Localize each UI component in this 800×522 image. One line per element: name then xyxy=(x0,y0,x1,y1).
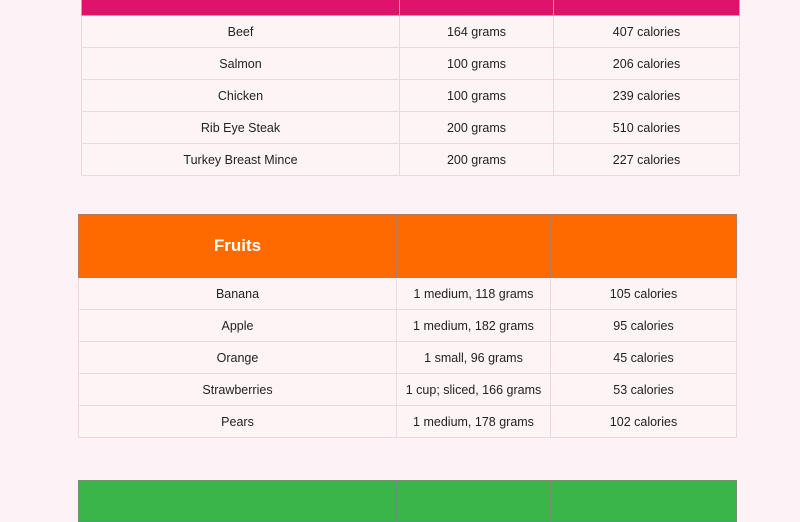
calories-cell: 105 calories xyxy=(550,277,737,310)
table-row: Apple 1 medium, 182 grams 95 calories xyxy=(78,309,737,342)
table-row: Orange 1 small, 96 grams 45 calories xyxy=(78,341,737,374)
serving-cell: 100 grams xyxy=(399,79,554,112)
food-cell: Rib Eye Steak xyxy=(81,111,400,144)
food-cell: Banana xyxy=(78,277,397,310)
calories-cell: 510 calories xyxy=(553,111,740,144)
food-cell: Strawberries xyxy=(78,373,397,406)
food-cell: Chicken xyxy=(81,79,400,112)
serving-cell: 1 cup; sliced, 166 grams xyxy=(396,373,551,406)
calories-cell: 239 calories xyxy=(553,79,740,112)
fruits-calorie-table: Fruits Banana 1 medium, 118 grams 105 ca… xyxy=(78,214,737,438)
fruits-table-header: Fruits xyxy=(78,214,737,278)
food-cell: Salmon xyxy=(81,47,400,80)
table-row: Rib Eye Steak 200 grams 510 calories xyxy=(81,111,740,144)
fruits-header-cell-serving xyxy=(396,214,551,278)
table-row: Strawberries 1 cup; sliced, 166 grams 53… xyxy=(78,373,737,406)
next-calorie-table xyxy=(78,480,737,522)
food-cell: Apple xyxy=(78,309,397,342)
serving-cell: 200 grams xyxy=(399,143,554,176)
calories-cell: 407 calories xyxy=(553,15,740,48)
serving-cell: 200 grams xyxy=(399,111,554,144)
calories-cell: 206 calories xyxy=(553,47,740,80)
table-row: Chicken 100 grams 239 calories xyxy=(81,79,740,112)
next-header-cell-calories xyxy=(550,480,737,522)
next-table-header xyxy=(78,480,737,522)
table-row: Beef 164 grams 407 calories xyxy=(81,15,740,48)
meat-header-cell-calories xyxy=(553,0,740,16)
calories-cell: 45 calories xyxy=(550,341,737,374)
meat-calorie-table: Beef 164 grams 407 calories Salmon 100 g… xyxy=(81,0,740,176)
calories-cell: 102 calories xyxy=(550,405,737,438)
serving-cell: 164 grams xyxy=(399,15,554,48)
serving-cell: 100 grams xyxy=(399,47,554,80)
meat-table-header xyxy=(81,0,740,16)
food-cell: Pears xyxy=(78,405,397,438)
fruits-title: Fruits xyxy=(213,236,262,255)
serving-cell: 1 medium, 118 grams xyxy=(396,277,551,310)
serving-cell: 1 small, 96 grams xyxy=(396,341,551,374)
table-row: Pears 1 medium, 178 grams 102 calories xyxy=(78,405,737,438)
calories-cell: 227 calories xyxy=(553,143,740,176)
fruits-header-title: Fruits xyxy=(78,214,397,278)
fruits-header-cell-calories xyxy=(550,214,737,278)
table-row: Turkey Breast Mince 200 grams 227 calori… xyxy=(81,143,740,176)
next-header-cell-food xyxy=(78,480,397,522)
food-cell: Turkey Breast Mince xyxy=(81,143,400,176)
calories-cell: 95 calories xyxy=(550,309,737,342)
serving-cell: 1 medium, 178 grams xyxy=(396,405,551,438)
food-cell: Orange xyxy=(78,341,397,374)
next-header-cell-serving xyxy=(396,480,551,522)
table-row: Salmon 100 grams 206 calories xyxy=(81,47,740,80)
food-cell: Beef xyxy=(81,15,400,48)
table-row: Banana 1 medium, 118 grams 105 calories xyxy=(78,277,737,310)
serving-cell: 1 medium, 182 grams xyxy=(396,309,551,342)
meat-header-cell-food xyxy=(81,0,400,16)
meat-header-cell-serving xyxy=(399,0,554,16)
calories-cell: 53 calories xyxy=(550,373,737,406)
